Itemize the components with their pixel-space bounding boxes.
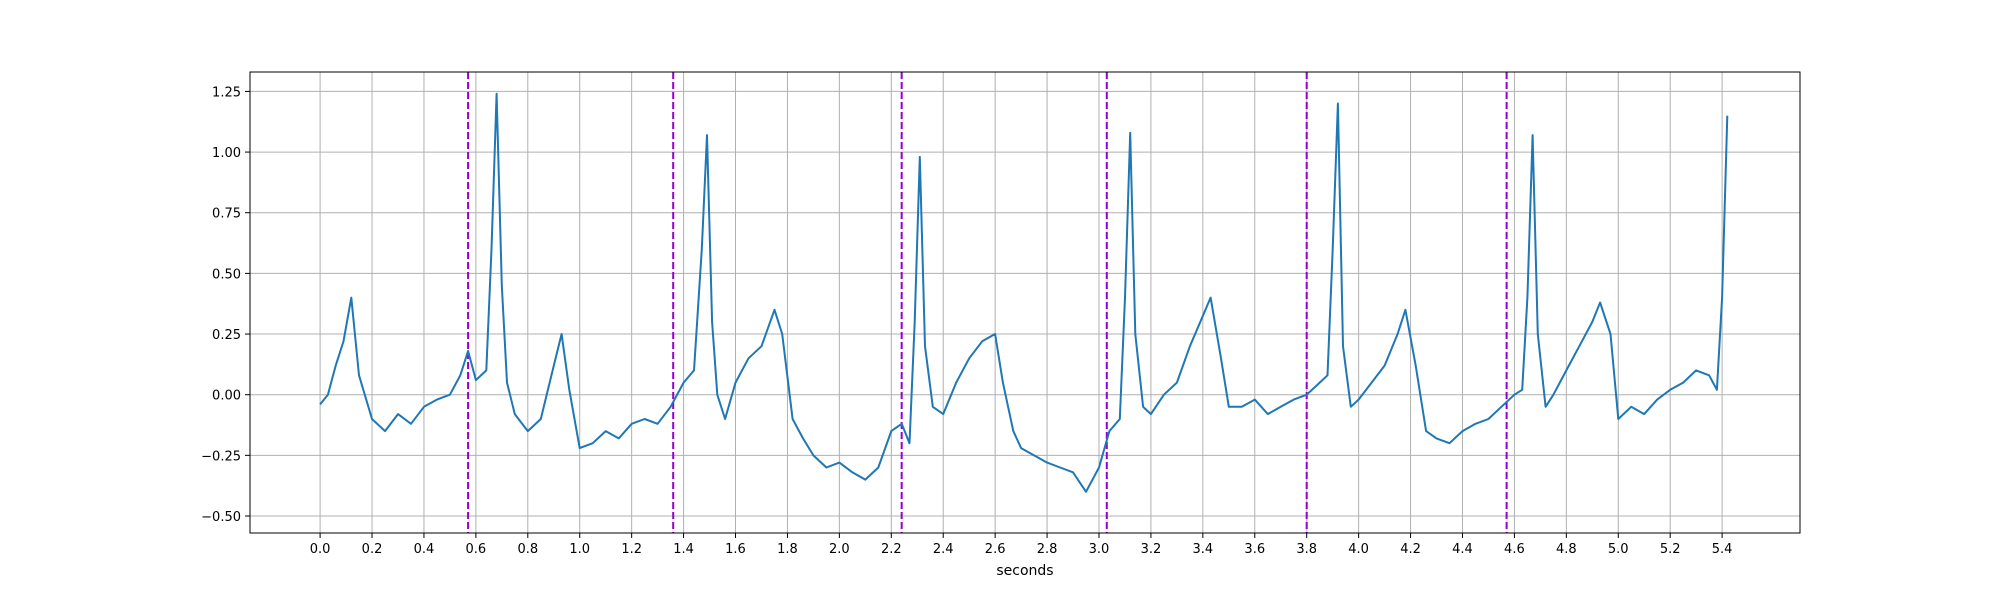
x-tick-label: 4.6 — [1504, 542, 1525, 557]
x-tick-label: 1.2 — [621, 542, 642, 557]
plot-frame — [249, 71, 1801, 534]
x-tick-label: 5.2 — [1660, 542, 1681, 557]
x-tick-label: 4.2 — [1400, 542, 1421, 557]
x-tick-label: 3.2 — [1141, 542, 1162, 557]
y-tick-label: 1.25 — [212, 85, 241, 100]
grid — [250, 72, 1800, 533]
x-tick-label: 5.4 — [1712, 542, 1733, 557]
x-tick-label: 1.8 — [777, 542, 798, 557]
x-tick-label: 4.8 — [1556, 542, 1577, 557]
x-tick-label: 0.8 — [517, 542, 538, 557]
y-tick-label: 0.25 — [212, 328, 241, 343]
peak-markers — [467, 72, 1508, 533]
x-tick-label: 0.4 — [414, 542, 435, 557]
x-tick-label: 1.4 — [673, 542, 694, 557]
y-axis: −0.50 −0.25 0.00 0.25 0.50 0.75 1.00 1.25 — [201, 85, 250, 525]
x-tick-label: 1.6 — [725, 542, 746, 557]
x-tick-label: 0.0 — [310, 542, 331, 557]
y-tick-label: 1.00 — [212, 146, 241, 161]
x-tick-label: 0.2 — [362, 542, 383, 557]
series-layer — [319, 92, 1729, 493]
x-tick-label: 4.0 — [1348, 542, 1369, 557]
x-tick-label: 2.6 — [985, 542, 1006, 557]
signal-line — [319, 92, 1729, 493]
y-tick-label: −0.25 — [201, 449, 241, 464]
x-tick-label: 1.0 — [569, 542, 590, 557]
x-tick-label: 4.4 — [1452, 542, 1473, 557]
x-tick-label: 0.6 — [466, 542, 487, 557]
x-tick-label: 2.8 — [1037, 542, 1058, 557]
x-tick-label: 2.2 — [881, 542, 902, 557]
x-tick-label: 3.0 — [1089, 542, 1110, 557]
y-tick-label: 0.00 — [212, 389, 241, 404]
x-tick-label: 3.4 — [1193, 542, 1214, 557]
x-tick-label: 2.0 — [829, 542, 850, 557]
y-tick-label: 0.50 — [212, 267, 241, 282]
x-tick-label: 3.8 — [1296, 542, 1317, 557]
x-tick-label: 3.6 — [1244, 542, 1265, 557]
x-axis-label: seconds — [996, 563, 1053, 579]
x-tick-label: 2.4 — [933, 542, 954, 557]
x-axis: 0.0 0.2 0.4 0.6 0.8 1.0 1.2 1.4 1.6 1.8 2.0 2.2 2.4 2… — [310, 533, 1733, 557]
y-tick-label: −0.50 — [201, 510, 241, 525]
y-tick-label: 0.75 — [212, 207, 241, 222]
x-tick-label: 5.0 — [1608, 542, 1629, 557]
